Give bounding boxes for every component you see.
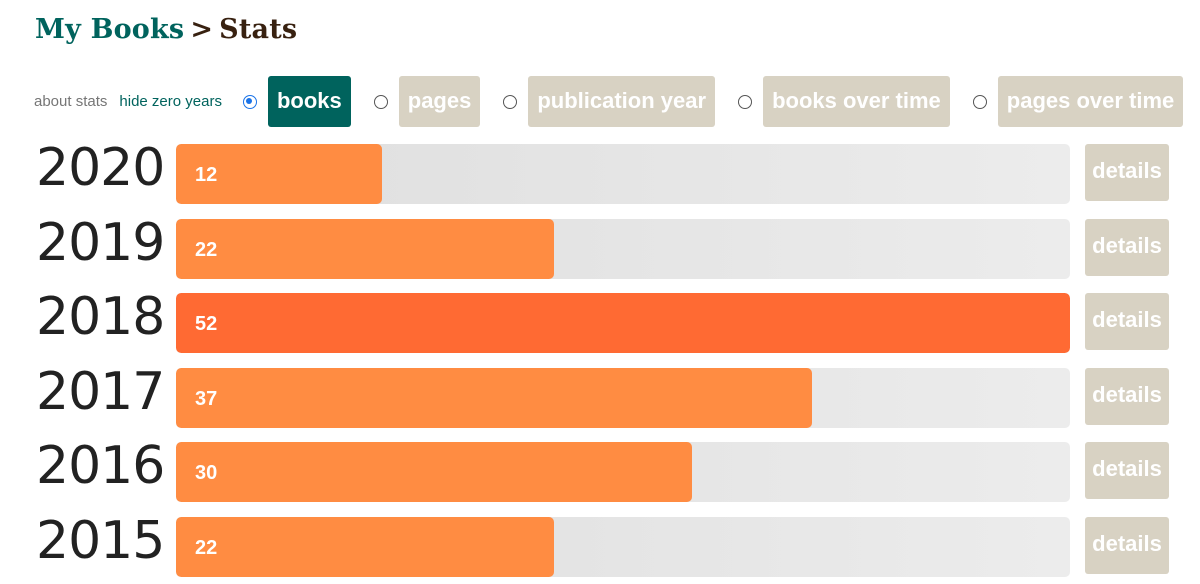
bar-track: 22 [176, 517, 1070, 577]
bar-fill [176, 219, 554, 279]
year-label: 2018 [36, 287, 165, 347]
bar-fill [176, 517, 554, 577]
year-row-2016: 2016 30 details [0, 436, 1200, 502]
bar-fill [176, 144, 382, 204]
tab-publication-year[interactable]: publication year [528, 76, 716, 127]
details-button[interactable]: details [1085, 293, 1169, 350]
breadcrumb-stats: Stats [219, 14, 298, 45]
bar-value: 30 [195, 462, 218, 484]
bar-value: 12 [195, 164, 218, 186]
bar-value: 22 [195, 239, 218, 261]
bar-fill [176, 442, 692, 502]
year-row-2017: 2017 37 details [0, 362, 1200, 428]
page-title: My Books > Stats [35, 14, 297, 45]
radio-pages-over-time[interactable] [972, 94, 987, 109]
year-row-2018: 2018 52 details [0, 287, 1200, 353]
tab-books-over-time[interactable]: books over time [763, 76, 950, 127]
radio-publication-year[interactable] [503, 94, 518, 109]
bar-value: 22 [195, 537, 218, 559]
hide-zero-years-link[interactable]: hide zero years [119, 93, 222, 110]
about-stats-link[interactable]: about stats [34, 93, 108, 110]
tab-pages[interactable]: pages [398, 76, 481, 127]
year-row-2019: 2019 22 details [0, 213, 1200, 279]
year-row-2020: 2020 12 details [0, 138, 1200, 204]
breadcrumb-separator: > [190, 14, 214, 45]
radio-books-over-time[interactable] [738, 94, 753, 109]
bar-value: 37 [195, 388, 218, 410]
tab-pages-over-time[interactable]: pages over time [997, 76, 1184, 127]
radio-books[interactable] [242, 94, 257, 109]
bar-track: 22 [176, 219, 1070, 279]
year-label: 2016 [36, 436, 165, 496]
details-button[interactable]: details [1085, 517, 1169, 574]
year-label: 2020 [36, 138, 165, 198]
details-button[interactable]: details [1085, 219, 1169, 276]
tab-books[interactable]: books [267, 76, 351, 127]
bar-fill [176, 293, 1070, 353]
radio-pages[interactable] [373, 94, 388, 109]
details-button[interactable]: details [1085, 442, 1169, 499]
year-label: 2015 [36, 511, 165, 571]
year-label: 2017 [36, 362, 165, 422]
bar-track: 52 [176, 293, 1070, 353]
details-button[interactable]: details [1085, 144, 1169, 201]
year-label: 2019 [36, 213, 165, 273]
bar-value: 52 [195, 313, 218, 335]
stats-controls: about stats hide zero years books pages … [34, 76, 1184, 127]
details-button[interactable]: details [1085, 368, 1169, 425]
year-row-2015: 2015 22 details [0, 511, 1200, 577]
bar-fill [176, 368, 812, 428]
bar-track: 30 [176, 442, 1070, 502]
breadcrumb-my-books[interactable]: My Books [35, 14, 185, 45]
bar-track: 12 [176, 144, 1070, 204]
bar-track: 37 [176, 368, 1070, 428]
